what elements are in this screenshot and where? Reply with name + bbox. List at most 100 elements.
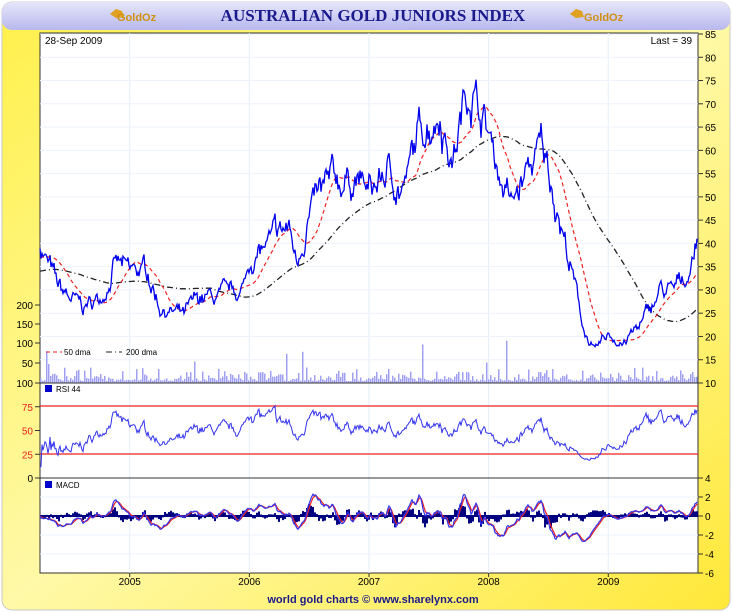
macd-histogram-bar: [342, 515, 344, 521]
price-tick-label: 10: [705, 379, 717, 390]
volume-bar: [292, 378, 294, 383]
volume-bar: [130, 380, 132, 383]
volume-bar: [226, 376, 228, 383]
macd-histogram-bar: [454, 509, 456, 517]
volume-bar: [270, 370, 272, 383]
macd-histogram-bar: [320, 515, 322, 519]
volume-bar: [668, 380, 670, 383]
macd-histogram-bar: [536, 511, 538, 517]
volume-bar: [514, 377, 516, 383]
macd-histogram-bar: [74, 511, 76, 517]
macd-histogram-bar: [508, 509, 510, 517]
volume-bar: [348, 380, 350, 383]
volume-bar: [490, 375, 492, 383]
volume-bar: [66, 376, 68, 383]
rsi-tick-label: 75: [22, 403, 34, 414]
macd-histogram-bar: [544, 515, 546, 528]
volume-bar: [118, 379, 120, 383]
macd-histogram-bar: [54, 515, 56, 518]
macd-tick-label: 0: [705, 512, 711, 523]
macd-histogram-bar: [678, 514, 680, 517]
volume-bar: [404, 375, 406, 383]
macd-histogram-bar: [448, 515, 450, 524]
volume-bar: [358, 380, 360, 383]
macd-histogram-bar: [416, 515, 418, 519]
macd-histogram-bar: [624, 513, 626, 517]
volume-bar: [468, 372, 470, 383]
volume-bar: [310, 377, 312, 383]
volume-bar: [150, 378, 152, 383]
date-label: 28-Sep 2009: [45, 36, 103, 47]
price-tick-label: 20: [705, 332, 717, 343]
macd-histogram-bar: [354, 514, 356, 517]
volume-bar: [70, 377, 72, 383]
volume-bar: [212, 377, 214, 383]
macd-histogram-bar: [572, 513, 574, 517]
volume-bar: [634, 367, 636, 383]
volume-bar: [178, 378, 180, 383]
macd-histogram-bar: [196, 514, 198, 517]
macd-histogram-bar: [188, 513, 190, 517]
macd-histogram-bar: [672, 515, 674, 518]
macd-histogram-bar: [428, 515, 430, 519]
volume-bar: [242, 380, 244, 383]
macd-histogram-bar: [86, 513, 88, 517]
macd-histogram-bar: [632, 513, 634, 517]
volume-bar: [54, 373, 56, 383]
macd-histogram-bar: [58, 515, 60, 522]
volume-bar: [686, 380, 688, 383]
volume-bar: [530, 380, 532, 383]
volume-bar: [550, 380, 552, 383]
macd-histogram-bar: [658, 513, 660, 517]
volume-bar: [524, 379, 526, 383]
logo-left: GoldOz: [110, 9, 157, 24]
volume-bar: [636, 377, 638, 383]
volume-bar: [244, 371, 246, 383]
macd-histogram-bar: [318, 515, 320, 521]
volume-bar: [216, 380, 218, 383]
volume-bar: [346, 380, 348, 383]
macd-histogram-bar: [250, 514, 252, 517]
macd-histogram-bar: [66, 512, 68, 517]
macd-histogram-bar: [514, 513, 516, 517]
volume-bar: [436, 371, 438, 383]
macd-histogram-bar: [676, 515, 678, 518]
macd-histogram-bar: [148, 515, 150, 521]
macd-histogram-bar: [126, 515, 128, 520]
macd-histogram-bar: [654, 515, 656, 519]
macd-histogram-bar: [138, 515, 140, 519]
macd-histogram-bar: [248, 511, 250, 517]
volume-bar: [194, 361, 196, 383]
macd-histogram-bar: [52, 515, 54, 519]
macd-histogram-bar: [70, 515, 72, 518]
volume-bar: [628, 375, 630, 383]
macd-histogram-bar: [564, 513, 566, 517]
volume-bar: [140, 379, 142, 383]
macd-histogram-bar: [396, 515, 398, 525]
volume-bar: [560, 377, 562, 383]
volume-bar: [278, 374, 280, 383]
volume-bar: [324, 380, 326, 383]
macd-histogram-bar: [692, 508, 694, 517]
ma200-line: [39, 135, 698, 323]
macd-histogram-bar: [48, 515, 50, 519]
volume-bar: [58, 379, 60, 383]
volume-bar: [682, 374, 684, 383]
macd-histogram-bar: [46, 514, 48, 517]
volume-bar: [320, 375, 322, 383]
volume-bar: [160, 380, 162, 383]
macd-histogram-bar: [124, 515, 126, 520]
volume-bar: [594, 377, 596, 383]
macd-histogram-bar: [636, 513, 638, 517]
volume-bar: [418, 377, 420, 383]
volume-bar: [512, 380, 514, 383]
volume-bar: [78, 369, 80, 383]
volume-bar: [486, 362, 488, 383]
macd-histogram-bar: [596, 510, 598, 517]
volume-bar: [602, 377, 604, 383]
volume-bar: [218, 369, 220, 383]
macd-histogram-bar: [226, 515, 228, 518]
macd-histogram-bar: [256, 512, 258, 517]
macd-histogram-bar: [452, 515, 454, 520]
volume-bar: [152, 380, 154, 383]
